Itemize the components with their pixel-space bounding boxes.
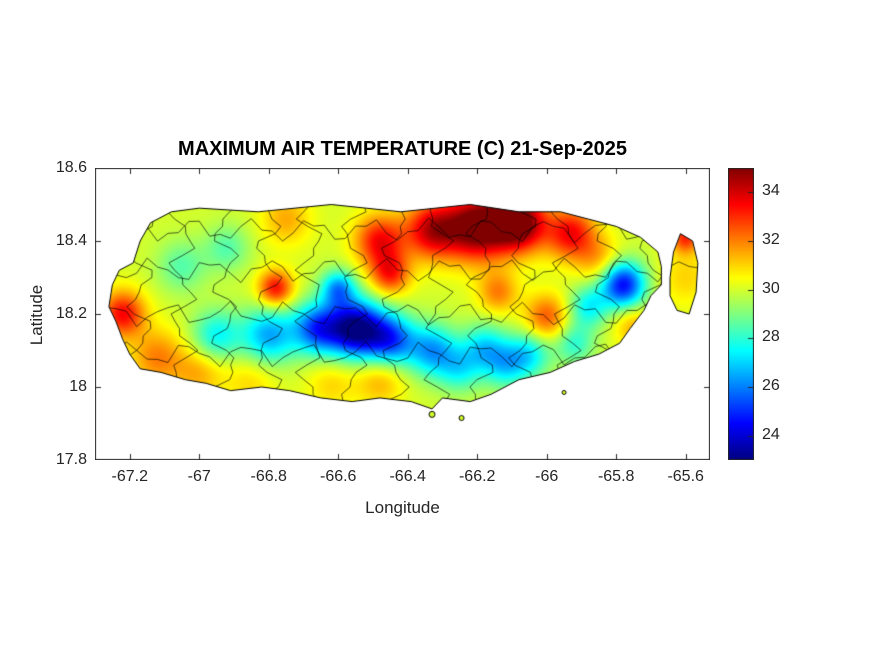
colorbar-tick-label: 24 (762, 425, 780, 443)
x-tick-label: -65.6 (667, 468, 704, 485)
y-tick-label: 18 (69, 378, 87, 395)
y-tick-label: 18.4 (55, 232, 87, 249)
colorbar-tick-label: 30 (762, 279, 780, 297)
y-tick-label: 18.6 (55, 159, 87, 176)
x-tick-label: -66.4 (389, 468, 426, 485)
x-tick-label: -67 (187, 468, 211, 485)
x-tick-label: -66 (535, 468, 559, 485)
x-tick-label: -66.2 (458, 468, 496, 485)
y-tick-label: 18.2 (55, 305, 87, 322)
colorbar-tick-label: 32 (762, 231, 780, 248)
colorbar-tick-label: 26 (762, 377, 780, 394)
plot-area (95, 168, 710, 460)
x-tick-label: -65.8 (597, 468, 635, 485)
heatmap-canvas (95, 168, 710, 460)
colorbar-tick-label: 28 (762, 328, 780, 346)
colorbar-canvas (728, 168, 754, 460)
colorbar-tick-label: 34 (762, 182, 780, 200)
x-axis-label: Longitude (365, 498, 440, 517)
chart-title: MAXIMUM AIR TEMPERATURE (C) 21-Sep-2025 (178, 138, 627, 160)
x-tick-label: -66.8 (250, 468, 287, 485)
x-tick-label: -67.2 (111, 468, 148, 485)
colorbar (728, 168, 754, 460)
y-axis-label: Latitude (27, 284, 46, 346)
y-tick-label: 17.8 (55, 451, 87, 468)
x-tick-label: -66.6 (319, 468, 357, 485)
